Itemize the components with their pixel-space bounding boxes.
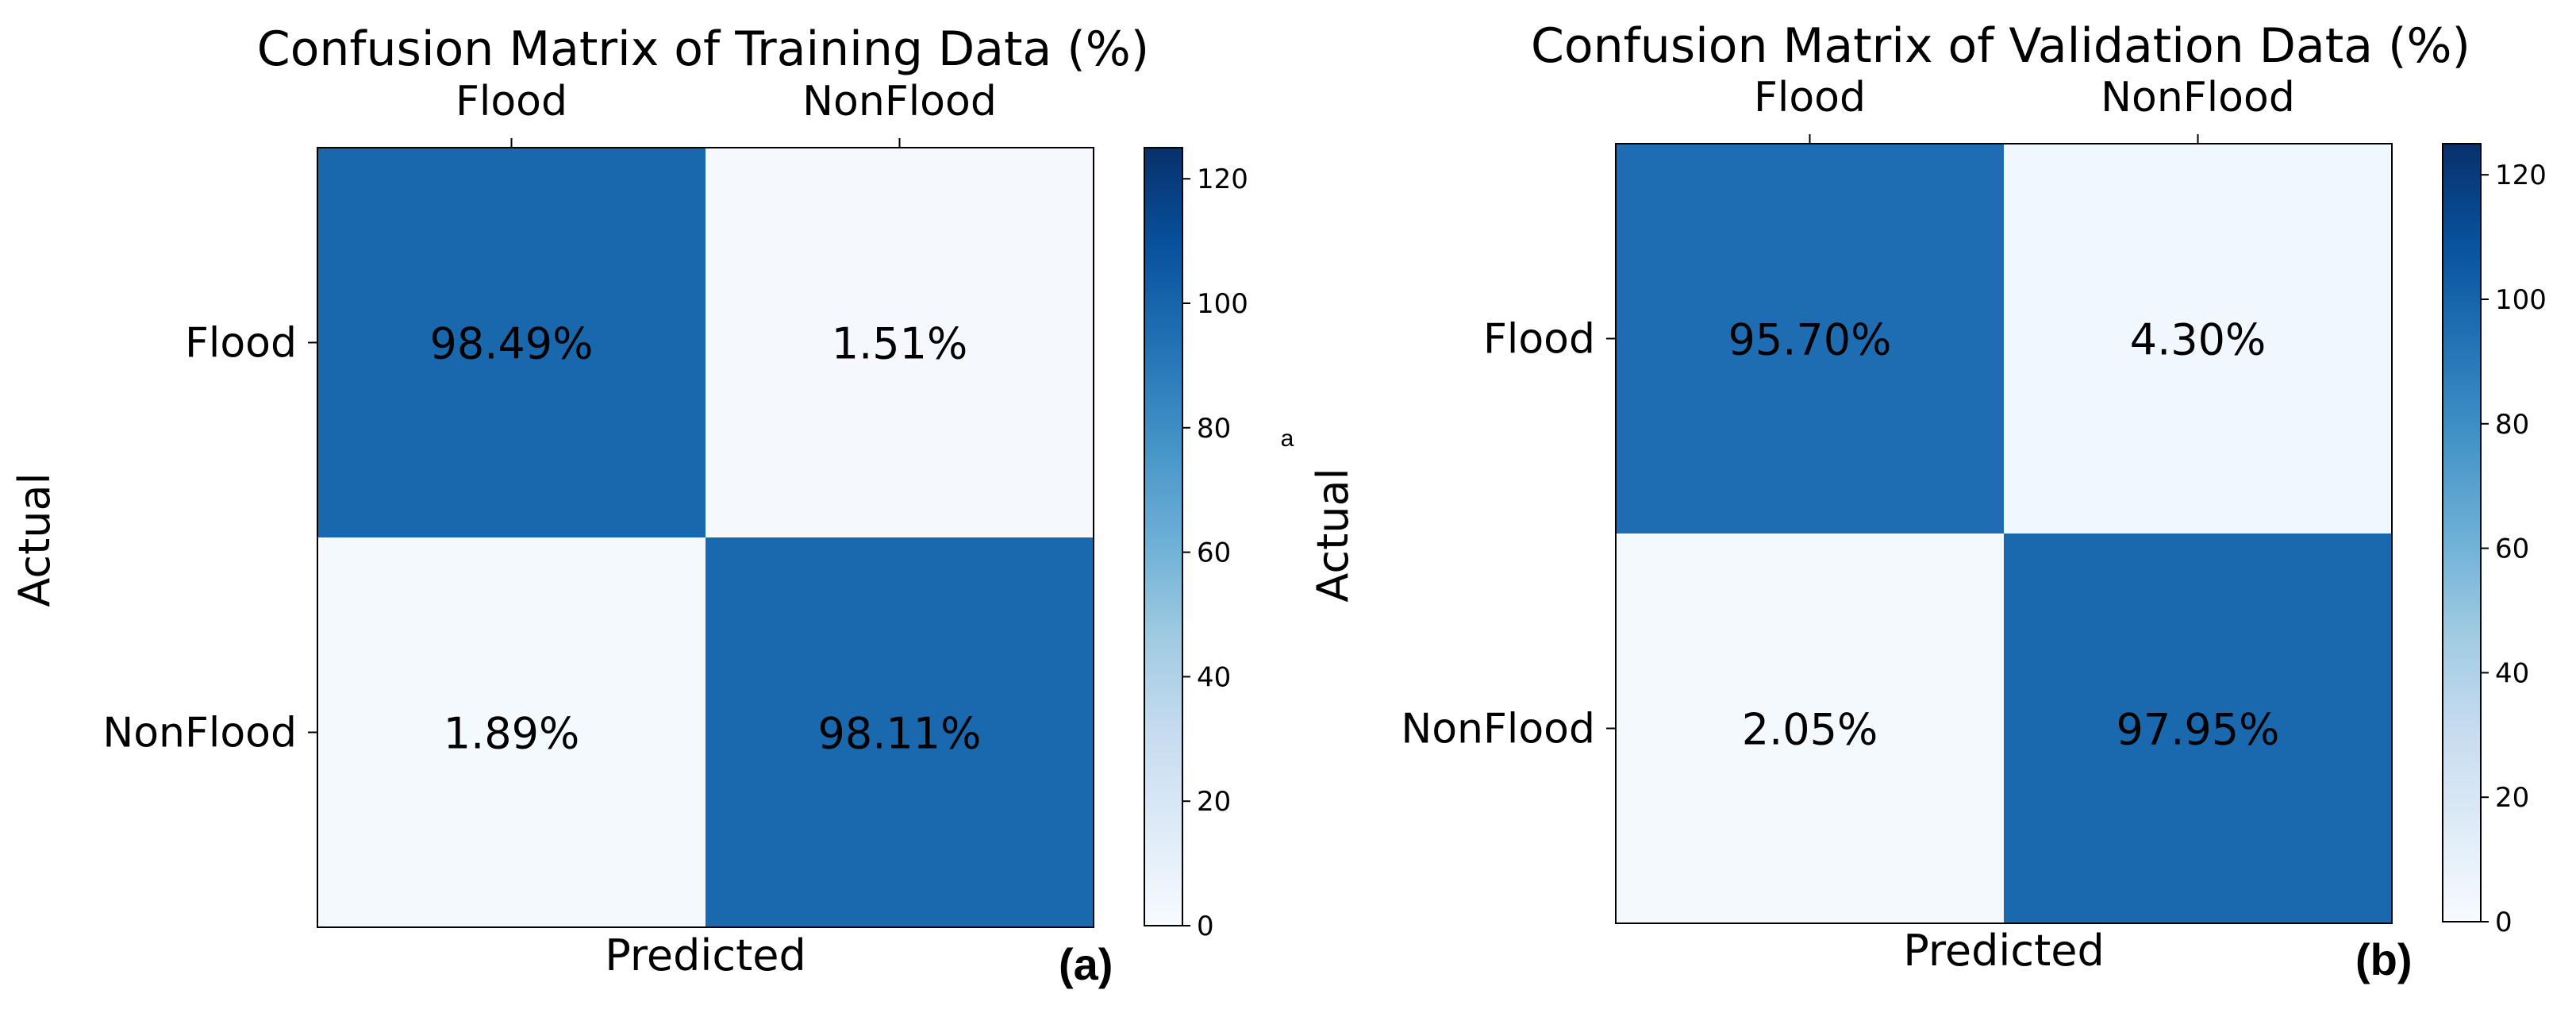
matrix-cell bbox=[706, 148, 1094, 537]
cell-value-label: 95.70% bbox=[1728, 315, 1892, 365]
y-tick-label: Flood bbox=[185, 320, 297, 368]
colorbar-tick-label: 60 bbox=[2495, 533, 2529, 565]
cell-value-label: 1.89% bbox=[444, 709, 580, 759]
cell-value-label: 4.30% bbox=[2130, 315, 2266, 365]
y-axis-label: Actual bbox=[10, 472, 60, 607]
training-confusion-matrix: Confusion Matrix of Training Data (%) 98.… bbox=[10, 21, 1248, 989]
matrix-cell bbox=[1616, 533, 2004, 923]
x-tick-label: NonFlood bbox=[802, 78, 997, 125]
x-axis-label: Predicted bbox=[605, 930, 806, 980]
colorbar-tick-label: 40 bbox=[1197, 661, 1231, 693]
x-tick-label: Flood bbox=[1754, 74, 1866, 121]
matrix-frame bbox=[1615, 143, 2393, 924]
colorbar-tick-label: 0 bbox=[1197, 911, 1214, 942]
colorbar-tick-label: 100 bbox=[2495, 284, 2547, 316]
colorbar-tick-label: 60 bbox=[1197, 537, 1231, 569]
cell-value-label: 97.95% bbox=[2117, 705, 2280, 755]
matrix-cell bbox=[2004, 144, 2392, 533]
colorbar-tick-label: 20 bbox=[2495, 782, 2529, 814]
colorbar-tick-label: 80 bbox=[1197, 413, 1231, 445]
cell-value-label: 98.49% bbox=[430, 319, 594, 369]
colorbar-tick-label: 40 bbox=[2495, 657, 2529, 689]
panel-label: (b) bbox=[2355, 934, 2413, 984]
x-tick-label: NonFlood bbox=[2101, 74, 2295, 121]
matrix-cell bbox=[706, 537, 1094, 927]
colorbar bbox=[2442, 143, 2482, 922]
matrix-cell bbox=[317, 537, 706, 927]
x-axis-label: Predicted bbox=[1903, 926, 2105, 976]
matrix-frame bbox=[317, 147, 1094, 928]
colorbar-tick-label: 80 bbox=[2495, 409, 2529, 441]
x-tick-label: Flood bbox=[456, 78, 567, 125]
cell-value-label: 1.51% bbox=[832, 319, 968, 369]
matrix-cell bbox=[2004, 533, 2392, 923]
colorbar-tick-label: 0 bbox=[2495, 907, 2513, 938]
y-axis-label: Actual bbox=[1308, 468, 1358, 602]
y-tick-label: NonFlood bbox=[102, 710, 297, 757]
chart-title: Confusion Matrix of Training Data (%) bbox=[257, 21, 1149, 77]
matrix-cell bbox=[1616, 144, 2004, 533]
validation-confusion-matrix: Confusion Matrix of Validation Data (%) 9… bbox=[1308, 18, 2547, 984]
matrix-cell bbox=[317, 148, 706, 537]
colorbar-tick-label: 20 bbox=[1197, 786, 1231, 818]
cell-value-label: 2.05% bbox=[1742, 705, 1878, 755]
stray-mark: a bbox=[1281, 426, 1294, 452]
colorbar-tick-label: 120 bbox=[1197, 164, 1248, 195]
chart-title: Confusion Matrix of Validation Data (%) bbox=[1531, 18, 2470, 74]
colorbar-tick-label: 100 bbox=[1197, 288, 1248, 320]
cell-value-label: 98.11% bbox=[818, 709, 982, 759]
colorbar bbox=[1144, 147, 1183, 926]
panel-label: (a) bbox=[1059, 939, 1113, 989]
y-tick-label: Flood bbox=[1483, 316, 1595, 364]
colorbar-tick-label: 120 bbox=[2495, 160, 2547, 191]
y-tick-label: NonFlood bbox=[1401, 706, 1595, 753]
